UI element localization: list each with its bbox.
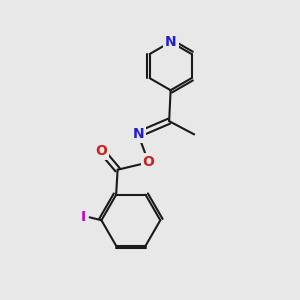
Text: O: O [142, 155, 154, 170]
Text: I: I [81, 210, 86, 224]
Text: N: N [165, 35, 176, 49]
Text: O: O [95, 144, 107, 158]
Text: N: N [132, 128, 144, 141]
